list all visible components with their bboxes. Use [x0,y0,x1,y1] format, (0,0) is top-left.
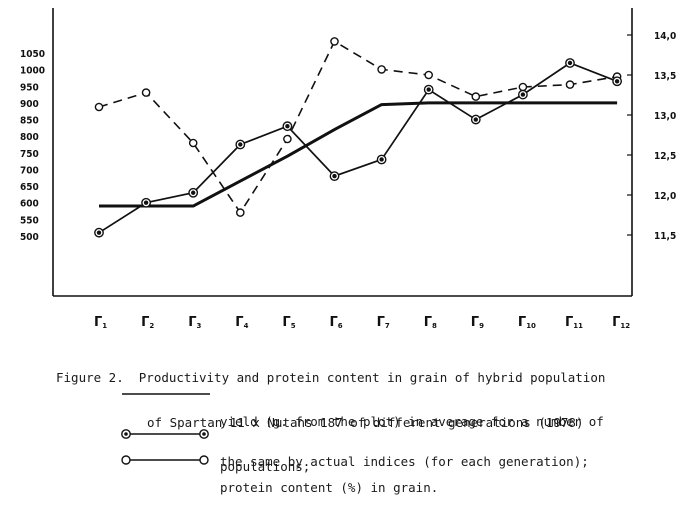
legend-text-yield-average-cont: populations; [220,459,311,474]
yield-actual-point-center [473,117,478,122]
right-y-axis: 11,5 12,0 12,5 13,0 13,5 14,0 [627,31,676,242]
yield-actual-point-center [285,124,290,129]
series-yield-average-line [99,101,618,208]
protein-point [94,102,104,112]
left-tick-label: 750 [20,149,39,160]
yield-actual-point-center [426,87,431,92]
yield-actual-point-center [567,60,573,66]
left-tick-label: 700 [20,165,39,176]
protein-point [424,70,434,80]
axes [52,8,633,297]
left-tick-label: 650 [20,182,39,193]
caption-line-1: Figure 2. Productivity and protein conte… [56,370,606,385]
protein-point [471,92,481,101]
x-tick-label: Г8 [424,315,437,330]
legend-open-marker-line-symbol [121,455,209,465]
left-tick-label: 800 [20,132,39,143]
yield-actual-point-center [191,190,196,195]
legend-filled-marker-line-symbol [121,429,209,439]
figure-caption: Figure 2. Productivity and protein conte… [56,340,686,445]
protein-point [235,208,245,217]
yield-actual-point-center [143,200,149,205]
x-tick-label: Г10 [518,315,536,330]
series-protein-line [98,40,618,215]
legend-text-protein: protein content (%) in grain. [220,480,439,495]
protein-point [330,37,339,46]
caption-line-2: of Spartan 11 x Nutans 187 of different … [147,415,584,430]
legend-text-yield-actual: the same by actual indices (for each gen… [220,454,589,469]
yield-actual-point-center [96,230,102,235]
protein-point [377,65,386,74]
left-y-axis: 500 550 600 650 700 750 800 850 900 950 1000 1050 [20,49,45,243]
legend-solid-line-symbol [122,393,210,395]
yield-actual-point-center [379,157,384,162]
yield-actual-point-center [238,142,243,147]
right-tick-label: 13,0 [654,111,676,122]
left-tick-label: 600 [20,199,39,210]
series-yield-actual-line [98,62,618,234]
right-tick-label: 14,0 [654,31,676,42]
x-axis: Г1 Г2 Г3 Г4 Г5 Г6 Г7 Г8 Г9 Г10 Г11 Г12 [94,315,630,330]
x-tick-label: Г3 [188,315,201,330]
left-tick-label: 500 [20,232,39,243]
x-tick-label: Г5 [282,315,295,330]
protein-point [141,88,151,97]
yield-actual-point-center [332,173,337,179]
chart: 500 550 600 650 700 750 800 850 900 950 1000 1050 1… [20,8,676,330]
x-tick-label: Г2 [141,315,154,330]
left-tick-label: 550 [20,215,39,226]
x-tick-label: Г12 [612,315,630,330]
x-tick-label: Г1 [94,315,107,330]
right-tick-label: 12,0 [654,191,676,202]
x-tick-label: Г9 [471,315,484,330]
protein-point [188,138,198,148]
x-tick-label: Г6 [330,315,343,330]
left-tick-label: 900 [20,99,39,110]
left-tick-label: 1050 [20,49,45,60]
protein-point [518,82,528,92]
left-tick-label: 850 [20,116,39,127]
right-tick-label: 11,5 [654,231,676,242]
right-tick-label: 12,5 [654,151,676,162]
protein-point [283,134,292,144]
left-tick-label: 950 [20,82,39,93]
x-tick-label: Г7 [377,315,390,330]
yield-actual-point-center [520,92,526,97]
x-tick-label: Г11 [565,315,583,330]
x-tick-label: Г4 [235,315,248,330]
protein-point [565,80,575,89]
legend-text-yield-average: yield (g. from the plot) in average for … [220,414,604,429]
yield-actual-point-center [614,79,620,84]
series-layer [94,37,622,238]
left-tick-label: 1000 [20,66,45,77]
right-tick-label: 13,5 [654,71,676,82]
